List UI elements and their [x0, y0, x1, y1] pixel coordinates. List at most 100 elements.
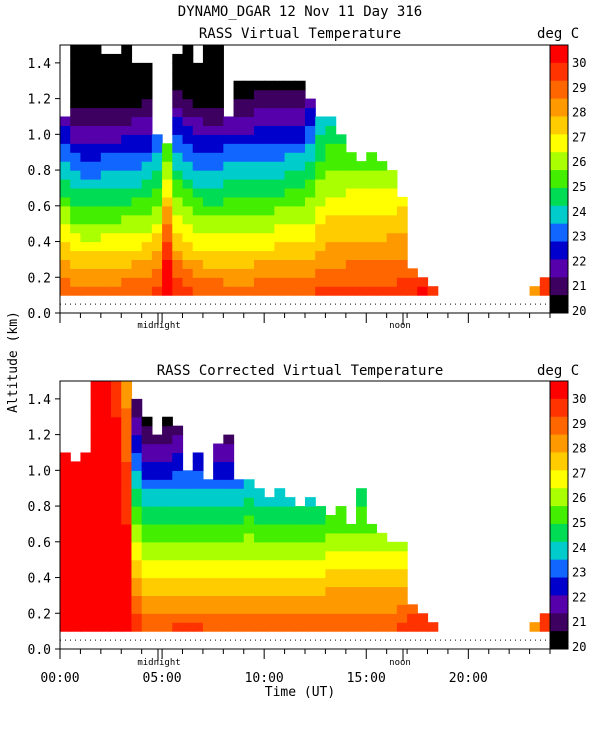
data-cell — [284, 613, 296, 623]
data-cell — [141, 523, 153, 534]
data-cell — [141, 479, 153, 489]
data-cell — [274, 125, 286, 135]
data-cell — [253, 250, 265, 260]
data-cell — [253, 515, 265, 525]
data-cell — [305, 214, 316, 225]
data-cell — [162, 595, 173, 605]
data-cell — [223, 434, 235, 445]
data-cell — [90, 532, 102, 543]
data-cell — [60, 550, 71, 561]
data-cell — [162, 143, 173, 153]
data-cell — [60, 461, 71, 471]
data-cell — [407, 268, 418, 278]
data-cell — [162, 277, 173, 287]
colorbar-swatch — [550, 488, 568, 507]
data-cell — [100, 381, 112, 391]
data-cell — [305, 604, 316, 614]
data-cell — [223, 214, 235, 225]
data-cell — [253, 586, 265, 596]
data-cell — [345, 179, 357, 189]
data-cell — [356, 515, 367, 525]
data-cell — [182, 479, 194, 489]
data-cell — [141, 497, 153, 507]
data-cell — [356, 532, 367, 543]
data-cell — [345, 604, 357, 614]
data-cell — [141, 134, 153, 144]
data-cell — [80, 98, 92, 109]
data-cell — [131, 179, 143, 189]
data-cell — [335, 515, 347, 525]
data-cell — [121, 532, 133, 543]
data-cell — [335, 532, 347, 543]
data-cell — [233, 134, 245, 144]
data-cell — [376, 241, 388, 252]
data-cell — [151, 541, 163, 552]
data-cell — [151, 152, 163, 162]
data-cell — [345, 250, 357, 260]
data-cell — [356, 187, 367, 198]
data-cell — [243, 161, 255, 171]
data-cell — [539, 613, 551, 623]
data-cell — [243, 134, 255, 144]
data-cell — [192, 506, 204, 516]
data-cell — [111, 452, 122, 462]
data-cell — [151, 143, 163, 153]
data-cell — [151, 443, 163, 454]
data-cell — [172, 143, 184, 153]
data-cell — [70, 622, 82, 632]
data-cell — [70, 488, 82, 498]
data-cell — [80, 196, 92, 207]
data-cell — [111, 196, 122, 207]
data-cell — [233, 595, 245, 605]
data-cell — [151, 434, 163, 445]
data-cell — [284, 196, 296, 207]
data-cell — [335, 286, 347, 296]
data-cell — [90, 98, 102, 109]
data-cell — [100, 461, 112, 471]
data-cell — [131, 80, 143, 91]
data-cell — [284, 622, 296, 632]
data-cell — [294, 268, 306, 278]
colorbar-swatch — [550, 116, 568, 135]
data-cell — [141, 586, 153, 596]
data-cell — [192, 62, 204, 73]
data-cell — [356, 622, 367, 632]
data-cell — [141, 425, 153, 436]
data-cell — [111, 488, 122, 498]
colorbar-tick-label: 26 — [572, 155, 586, 169]
data-cell — [264, 515, 275, 525]
colorbar-swatch — [550, 259, 568, 278]
data-cell — [223, 223, 235, 234]
data-cell — [121, 107, 133, 118]
data-cell — [366, 205, 378, 216]
data-cell — [172, 559, 184, 570]
data-cell — [121, 434, 133, 445]
data-cell — [223, 470, 235, 480]
data-cell — [366, 550, 378, 561]
data-cell — [376, 268, 388, 278]
data-cell — [345, 268, 357, 278]
data-cell — [223, 259, 235, 269]
colorbar-tick-label: 26 — [572, 491, 586, 505]
data-cell — [121, 488, 133, 498]
data-cell — [274, 107, 286, 118]
data-cell — [284, 506, 296, 516]
data-cell — [223, 250, 235, 260]
data-cell — [274, 134, 286, 144]
data-cell — [172, 286, 184, 296]
data-cell — [100, 107, 112, 118]
data-cell — [274, 577, 286, 588]
colorbar-frame — [549, 380, 569, 650]
data-cell — [182, 205, 194, 216]
data-cell — [111, 80, 122, 91]
data-cell — [182, 506, 194, 516]
data-cell — [213, 541, 224, 552]
data-cell — [151, 205, 163, 216]
data-cell — [151, 515, 163, 525]
data-cell — [417, 613, 429, 623]
data-cell — [253, 622, 265, 632]
data-cell — [243, 214, 255, 225]
data-cell — [345, 277, 357, 287]
data-cell — [253, 161, 265, 171]
data-cell — [111, 407, 122, 418]
